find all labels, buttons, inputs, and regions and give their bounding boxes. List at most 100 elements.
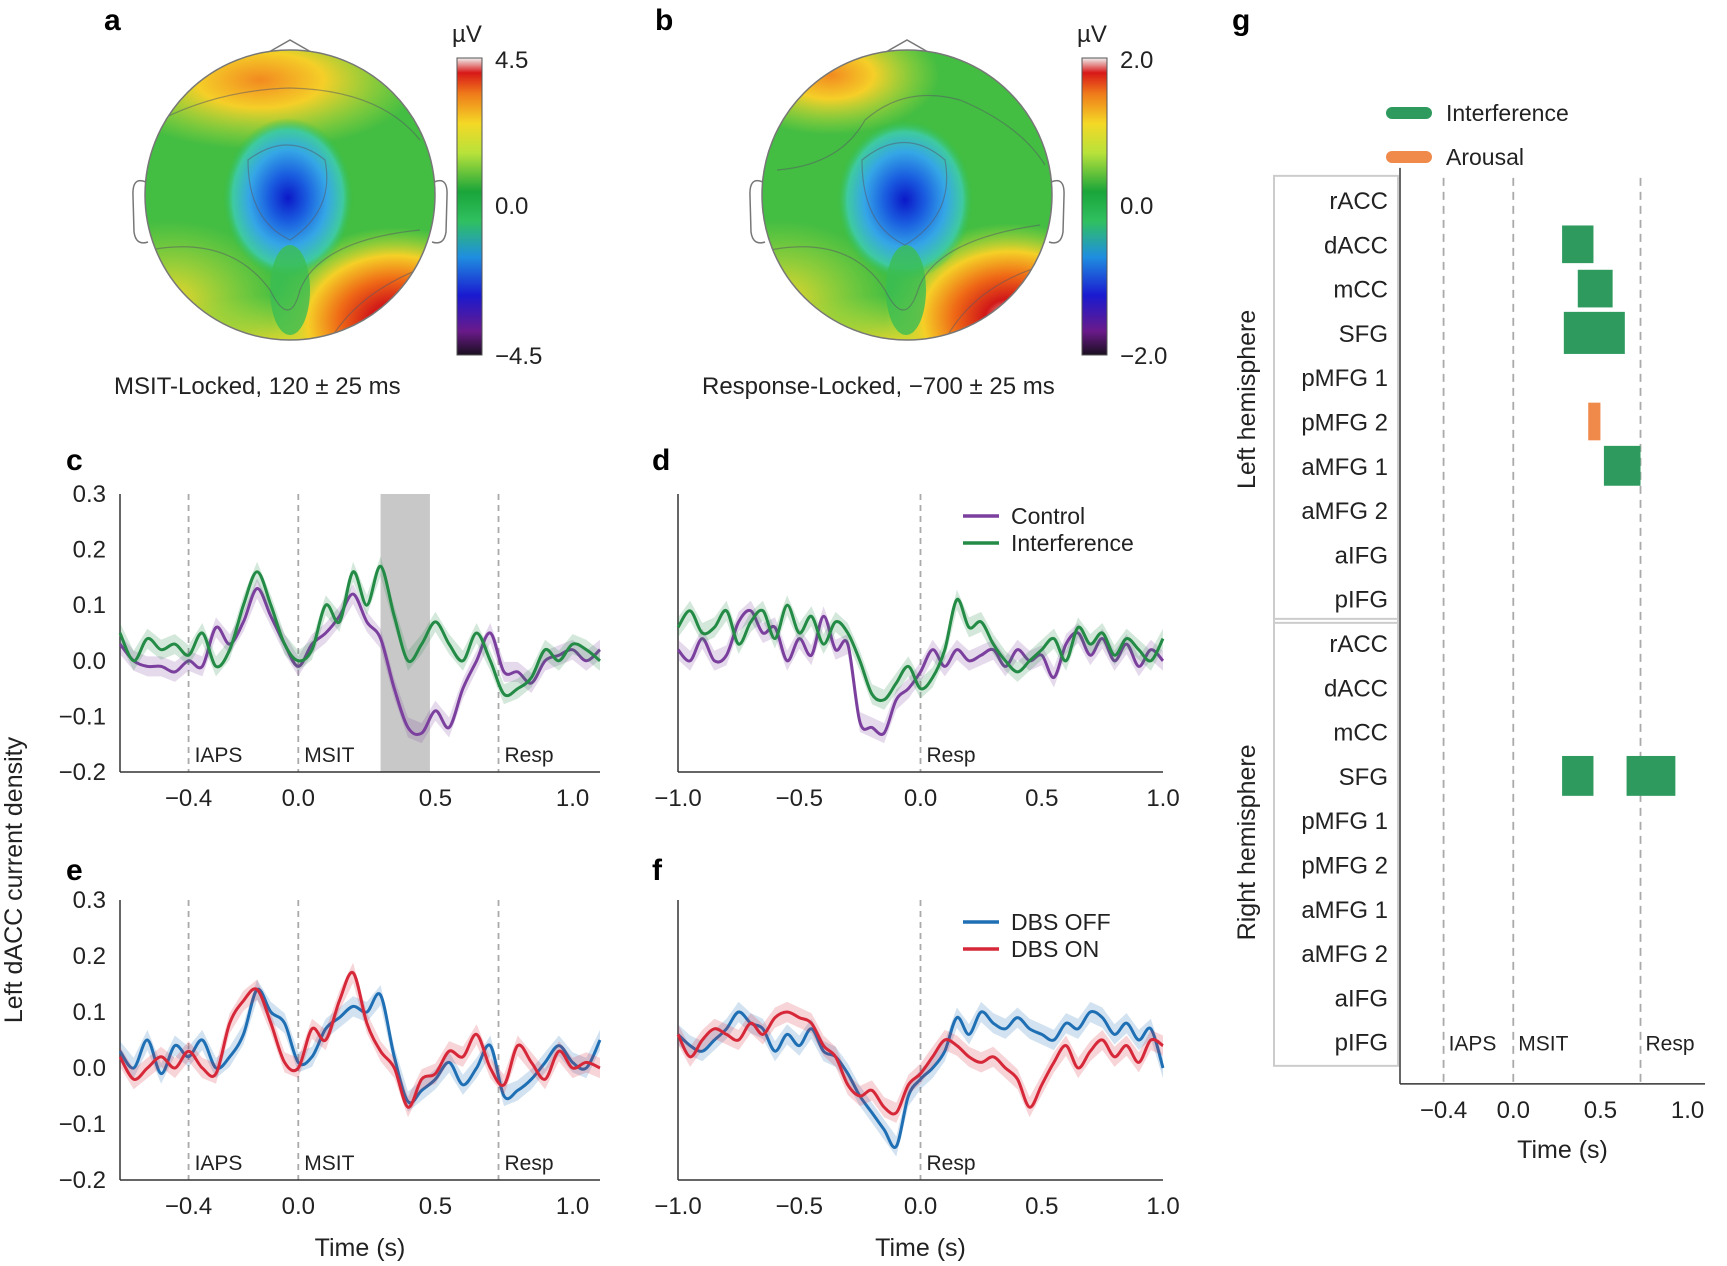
y-tick-label: 0.1 — [73, 592, 106, 619]
interval-bar-interference — [1563, 311, 1625, 354]
x-axis-label: Time (s) — [875, 1234, 966, 1262]
topomap-caption-b: Response-Locked, −700 ± 25 ms — [702, 373, 1055, 400]
region-label: SFG — [1339, 764, 1388, 791]
interval-bar-interference — [1562, 225, 1594, 264]
region-label: aIFG — [1335, 542, 1388, 569]
colorbar-mid-b: 0.0 — [1120, 193, 1153, 220]
x-tick-label: −0.4 — [165, 1193, 212, 1220]
event-label-msit: MSIT — [304, 744, 354, 767]
event-label-iaps: IAPS — [1449, 1033, 1497, 1056]
region-label: pIFG — [1335, 1030, 1388, 1057]
x-tick-label: 0.5 — [1025, 785, 1058, 812]
series-line-dbs-off — [676, 1010, 1165, 1150]
panel-label-b: b — [655, 4, 673, 37]
series-line-control — [118, 587, 602, 737]
region-label: pMFG 2 — [1301, 853, 1388, 880]
chart-f: f Resp −1.0 −0.5 0.0 0.5 1.0 Time (s) DBS OFFDBS… — [652, 854, 1180, 1262]
y-tick-label: 0.1 — [73, 999, 106, 1026]
left-ear-icon — [749, 179, 766, 244]
x-tick-label: −1.0 — [654, 785, 701, 812]
region-label: aIFG — [1335, 985, 1388, 1012]
legend-label-control: Control — [1011, 503, 1085, 529]
shared-y-axis-label: Left dACC current density — [0, 736, 28, 1023]
interval-bar-arousal — [1588, 402, 1601, 441]
event-label-resp: Resp — [927, 744, 976, 767]
y-tick-label: 0.2 — [73, 943, 106, 970]
y-tick-label: −0.2 — [59, 1167, 106, 1194]
colorbar-min-a: −4.5 — [495, 343, 542, 370]
colorbar-unit-a: µV — [452, 21, 482, 48]
region-label: rACC — [1329, 188, 1388, 215]
right-ear-icon — [431, 179, 448, 244]
x-tick-label: −0.5 — [776, 1193, 823, 1220]
error-band-interference — [678, 589, 1163, 710]
x-tick-label: 0.0 — [282, 1193, 315, 1220]
legend-label-interference: Interference — [1446, 100, 1569, 126]
hemisphere-label: Left hemisphere — [1233, 310, 1261, 489]
interval-bar-interference — [1603, 445, 1641, 486]
x-tick-label: 0.0 — [282, 785, 315, 812]
significance-shade — [380, 494, 430, 772]
x-axis-label: Time (s) — [315, 1234, 406, 1262]
interval-bar-interference — [1626, 755, 1676, 796]
panel-label-f: f — [652, 854, 663, 887]
region-label: rACC — [1329, 631, 1388, 658]
colorbar-unit-b: µV — [1077, 21, 1107, 48]
hemisphere-box — [1273, 617, 1399, 1067]
hemisphere-label: Right hemisphere — [1233, 744, 1261, 940]
colorbar-max-a: 4.5 — [495, 47, 528, 74]
y-tick-label: 0.3 — [73, 887, 106, 914]
x-tick-label: 0.0 — [1497, 1097, 1530, 1124]
region-label: aMFG 2 — [1301, 498, 1388, 525]
y-tick-label: 0.0 — [73, 1055, 106, 1082]
x-tick-label: −0.5 — [776, 785, 823, 812]
series-line-interference — [676, 598, 1165, 703]
panel-label-c: c — [66, 444, 83, 477]
event-label-resp: Resp — [1646, 1033, 1695, 1056]
error-band-dbs-on — [678, 1001, 1163, 1123]
region-label: pIFG — [1335, 587, 1388, 614]
region-label: aMFG 2 — [1301, 941, 1388, 968]
x-tick-label: 0.5 — [1584, 1097, 1617, 1124]
x-tick-label: 1.0 — [1671, 1097, 1704, 1124]
series-line-dbs-on — [676, 1010, 1164, 1116]
region-label: mCC — [1333, 720, 1388, 747]
series-line-dbs-off — [118, 987, 602, 1105]
chart-d: d Resp −1.0 −0.5 0.0 0.5 1.0 ControlInterferenc… — [652, 444, 1180, 812]
colorbar-b — [1081, 57, 1108, 356]
y-tick-label: −0.2 — [59, 759, 106, 786]
right-ear-icon — [1048, 179, 1065, 244]
colorbar-min-b: −2.0 — [1120, 343, 1167, 370]
topomap-b: b µV 2.0 0.0 −2.0 Response-Locked, −700 … — [655, 4, 1167, 400]
chart-e: e IAPS MSIT Resp −0.2 −0.1 0.0 0.1 0.2 0.3 −0.4 0.0… — [59, 854, 602, 1262]
region-label: SFG — [1339, 321, 1388, 348]
region-label: pMFG 1 — [1301, 365, 1388, 392]
colorbar-mid-a: 0.0 — [495, 193, 528, 220]
panel-label-d: d — [652, 444, 670, 477]
series-line-interference — [118, 564, 601, 698]
x-tick-label: 0.5 — [419, 785, 452, 812]
colorbar-a — [456, 57, 483, 356]
legend-label-dbs-off: DBS OFF — [1011, 909, 1111, 935]
topomap-caption-a: MSIT-Locked, 120 ± 25 ms — [114, 373, 401, 400]
interval-bar-interference — [1562, 755, 1594, 796]
x-axis-label: Time (s) — [1517, 1136, 1608, 1164]
legend-label-dbs-on: DBS ON — [1011, 936, 1099, 962]
x-tick-label: −0.4 — [1420, 1097, 1467, 1124]
event-label-msit: MSIT — [304, 1152, 354, 1175]
x-tick-label: −0.4 — [165, 785, 212, 812]
topomap-a: a µV 4.5 0.0 −4.5 MSIT-Locked, 120 ± 25 … — [104, 4, 542, 400]
region-label: pMFG 2 — [1301, 410, 1388, 437]
x-tick-label: 1.0 — [556, 785, 589, 812]
x-tick-label: 1.0 — [1146, 1193, 1179, 1220]
region-label: aMFG 1 — [1301, 897, 1388, 924]
region-label: aMFG 1 — [1301, 454, 1388, 481]
chart-c: c IAPS MSIT Resp −0.2 −0.1 0.0 0.1 0.2 0.3 −0.4 0.0… — [59, 444, 602, 812]
x-tick-label: −1.0 — [654, 1193, 701, 1220]
y-tick-label: −0.1 — [59, 1111, 106, 1138]
region-label: pMFG 1 — [1301, 808, 1388, 835]
y-tick-label: 0.0 — [73, 648, 106, 675]
x-tick-label: 0.5 — [419, 1193, 452, 1220]
panel-label-a: a — [104, 4, 121, 37]
